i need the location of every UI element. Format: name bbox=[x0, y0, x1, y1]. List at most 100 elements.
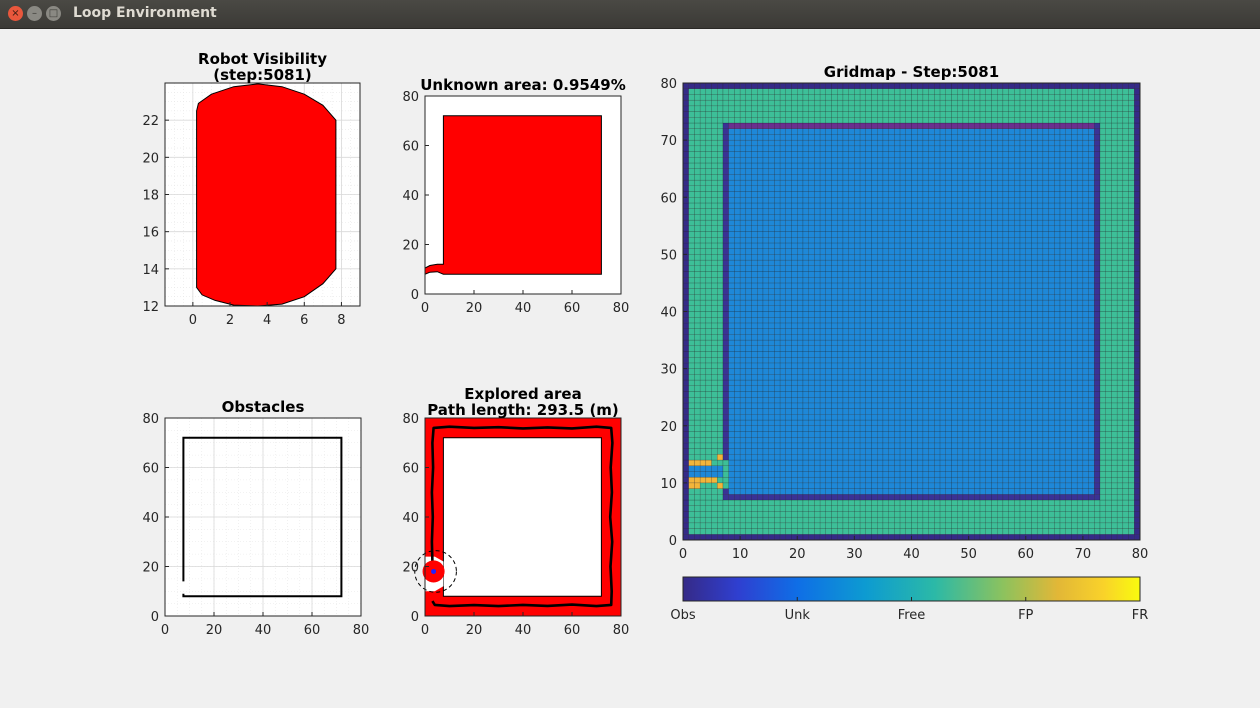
heatmap-cell bbox=[882, 408, 889, 415]
heatmap-cell bbox=[722, 322, 729, 329]
heatmap-cell bbox=[911, 516, 918, 524]
heatmap-cell bbox=[848, 242, 855, 249]
heatmap-cell bbox=[682, 105, 689, 112]
heatmap-cell bbox=[899, 408, 906, 415]
heatmap-cell bbox=[859, 259, 866, 266]
heatmap-cell bbox=[842, 368, 849, 375]
heatmap-cell bbox=[745, 465, 752, 472]
heatmap-cell bbox=[871, 459, 878, 466]
heatmap-cell bbox=[711, 505, 718, 512]
heatmap-cell bbox=[997, 482, 1004, 489]
heatmap-cell bbox=[951, 88, 958, 95]
heatmap-cell bbox=[779, 305, 786, 312]
heatmap-cell bbox=[1008, 437, 1015, 444]
heatmap-cell bbox=[951, 128, 958, 135]
heatmap-cell bbox=[877, 294, 884, 301]
heatmap-cell bbox=[751, 334, 758, 341]
heatmap-cell bbox=[848, 82, 855, 89]
heatmap-cell bbox=[779, 408, 786, 415]
heatmap-cell bbox=[979, 431, 986, 438]
heatmap-cell bbox=[722, 385, 729, 392]
heatmap-cell bbox=[825, 476, 832, 484]
heatmap-cell bbox=[808, 522, 815, 529]
heatmap-cell bbox=[768, 151, 775, 158]
heatmap-cell bbox=[739, 179, 747, 186]
heatmap-cell bbox=[802, 259, 809, 266]
heatmap-cell bbox=[728, 408, 735, 415]
heatmap-cell bbox=[745, 162, 752, 169]
heatmap-cell bbox=[848, 237, 855, 244]
heatmap-cell bbox=[757, 99, 764, 107]
heatmap-cell bbox=[991, 94, 998, 101]
heatmap-cell bbox=[945, 202, 952, 209]
heatmap-cell bbox=[825, 208, 832, 215]
heatmap-cell bbox=[717, 282, 724, 289]
heatmap-cell bbox=[979, 459, 986, 466]
heatmap-cell bbox=[785, 339, 792, 346]
heatmap-cell bbox=[711, 379, 718, 386]
heatmap-cell bbox=[694, 219, 701, 226]
heatmap-cell bbox=[985, 197, 992, 204]
heatmap-cell bbox=[979, 242, 986, 249]
heatmap-cell bbox=[854, 339, 861, 346]
heatmap-cell bbox=[1008, 425, 1015, 432]
heatmap-cell bbox=[968, 231, 975, 238]
heatmap-cell bbox=[865, 134, 872, 141]
heatmap-cell bbox=[894, 419, 901, 426]
maximize-button[interactable]: □ bbox=[46, 6, 61, 21]
heatmap-cell bbox=[1002, 494, 1009, 501]
heatmap-cell bbox=[734, 94, 741, 101]
heatmap-cell bbox=[808, 419, 815, 426]
minimize-button[interactable]: – bbox=[27, 6, 42, 21]
heatmap-cell bbox=[842, 145, 849, 152]
heatmap-cell bbox=[837, 351, 844, 358]
heatmap-cell bbox=[842, 288, 849, 295]
heatmap-cell bbox=[751, 419, 758, 426]
heatmap-cell bbox=[808, 208, 815, 215]
heatmap-cell bbox=[917, 282, 924, 289]
heatmap-cell bbox=[785, 362, 792, 369]
heatmap-cell bbox=[928, 185, 935, 192]
close-button[interactable]: × bbox=[8, 6, 23, 21]
heatmap-cell bbox=[917, 391, 924, 398]
heatmap-cell bbox=[819, 425, 826, 432]
heatmap-cell bbox=[1014, 522, 1021, 529]
heatmap-cell bbox=[734, 88, 741, 95]
heatmap-cell bbox=[791, 534, 798, 541]
heatmap-cell bbox=[808, 494, 815, 501]
heatmap-cell bbox=[997, 185, 1004, 192]
heatmap-cell bbox=[911, 488, 918, 495]
heatmap-cell bbox=[951, 362, 958, 369]
heatmap-cell bbox=[899, 402, 906, 409]
heatmap-cell bbox=[722, 511, 729, 518]
heatmap-cell bbox=[739, 476, 747, 484]
heatmap-cell bbox=[842, 99, 849, 107]
heatmap-cell bbox=[939, 328, 946, 335]
heatmap-cell bbox=[974, 442, 981, 449]
heatmap-cell bbox=[825, 385, 832, 392]
heatmap-cell bbox=[922, 259, 929, 266]
heatmap-cell bbox=[831, 511, 838, 518]
x-tick-label: 0 bbox=[421, 301, 429, 316]
heatmap-cell bbox=[762, 174, 769, 181]
heatmap-cell bbox=[711, 471, 718, 478]
heatmap-cell bbox=[734, 214, 741, 221]
heatmap-cell bbox=[882, 231, 889, 238]
heatmap-cell bbox=[922, 145, 929, 152]
heatmap-cell bbox=[979, 311, 986, 318]
heatmap-cell bbox=[911, 522, 918, 529]
heatmap-cell bbox=[962, 88, 969, 95]
heatmap-cell bbox=[974, 174, 981, 181]
heatmap-cell bbox=[928, 271, 935, 278]
heatmap-cell bbox=[682, 259, 689, 266]
heatmap-cell bbox=[705, 82, 712, 89]
x-tick-label: 2 bbox=[226, 313, 234, 328]
heatmap-cell bbox=[728, 397, 735, 404]
heatmap-cell bbox=[985, 254, 992, 261]
heatmap-cell bbox=[694, 111, 701, 118]
heatmap-cell bbox=[939, 151, 946, 158]
y-tick-label: 0 bbox=[151, 610, 159, 625]
heatmap-cell bbox=[699, 511, 707, 518]
heatmap-cell bbox=[865, 334, 872, 341]
heatmap-cell bbox=[734, 122, 741, 129]
